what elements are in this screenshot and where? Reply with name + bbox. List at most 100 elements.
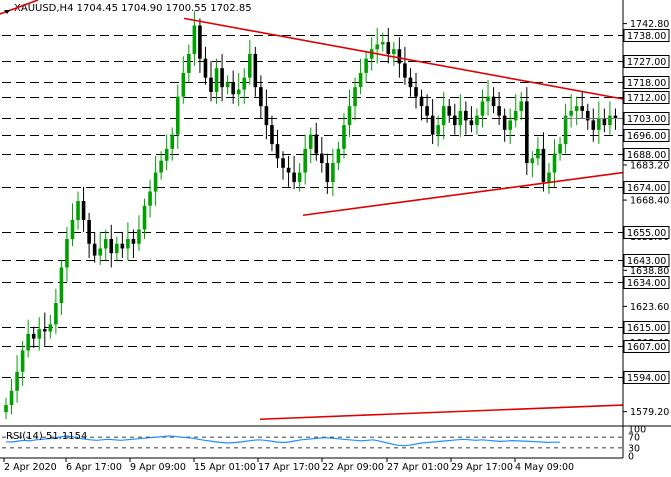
candle-body: [530, 158, 535, 164]
candle: [131, 229, 136, 258]
rsi-tick-label: 0: [628, 452, 634, 463]
candle: [486, 80, 490, 116]
candle-body: [558, 144, 562, 154]
candle: [386, 27, 391, 64]
candle: [65, 227, 69, 282]
candle-body: [519, 101, 524, 111]
candle-body: [414, 87, 418, 97]
level-label-text: 1594.00: [627, 373, 666, 384]
candle: [42, 312, 47, 346]
candle-body: [613, 115, 618, 118]
level-label-text: 1674.00: [627, 183, 666, 194]
candle-body: [65, 238, 69, 268]
candle-body: [214, 68, 219, 92]
candle: [281, 151, 285, 180]
level-label-text: 1738.00: [627, 31, 666, 42]
price-tick-label: 1638.80: [630, 266, 669, 277]
candle: [497, 91, 501, 126]
candle-body: [430, 115, 435, 135]
level-label: 1712.00: [623, 91, 670, 104]
level-label-text: 1727.00: [627, 57, 666, 68]
candle-body: [187, 53, 191, 73]
candle-body: [480, 101, 485, 116]
price-tick-label: 1683.20: [630, 160, 669, 171]
candle: [314, 122, 319, 161]
level-label-text: 1688.00: [627, 150, 666, 161]
candle-body: [375, 44, 380, 50]
level-label-box: [623, 91, 670, 104]
candle: [591, 108, 596, 142]
candle: [270, 115, 274, 152]
candle: [231, 70, 235, 104]
candle: [458, 94, 463, 137]
candle-body: [486, 96, 490, 102]
level-label-box: [623, 226, 670, 239]
candle-body: [314, 134, 319, 154]
candle-body: [491, 96, 496, 107]
time-tick-label: 22 Apr 09:00: [322, 462, 384, 473]
candle-body: [436, 125, 440, 135]
candle-body: [231, 82, 235, 95]
candle: [297, 163, 302, 192]
candle-body: [98, 248, 102, 256]
candle-body: [408, 77, 413, 88]
candle: [480, 89, 485, 128]
level-label: 1738.00: [623, 29, 670, 42]
level-label-box: [623, 181, 670, 194]
candle-body: [441, 106, 446, 126]
level-label-box: [623, 129, 670, 142]
candle-body: [264, 106, 269, 126]
candle: [170, 127, 175, 161]
candle-body: [253, 53, 258, 88]
candle-body: [31, 333, 36, 339]
candle-body: [458, 110, 463, 126]
candle: [76, 191, 80, 230]
candle: [336, 141, 341, 171]
chart-title: XAUUSD,H4 1704.45 1704.90 1700.55 1702.8…: [14, 3, 252, 14]
candle: [142, 198, 147, 239]
candle: [4, 397, 8, 420]
candle: [469, 106, 474, 133]
candle: [447, 99, 452, 123]
candle-body: [303, 148, 307, 173]
candle: [602, 108, 607, 133]
candle: [9, 378, 14, 415]
time-tick-label: 29 Apr 17:00: [451, 462, 513, 473]
candle: [569, 94, 573, 128]
candle: [148, 179, 152, 218]
candle: [48, 314, 53, 339]
candle: [175, 84, 180, 149]
candle-body: [126, 238, 130, 249]
level-label: 1643.00: [623, 254, 670, 267]
level-label-text: 1718.00: [627, 78, 666, 89]
candle: [436, 115, 440, 147]
candle-body: [508, 120, 512, 130]
candle-body: [76, 201, 80, 220]
level-label: 1703.00: [623, 112, 670, 125]
candle-body: [331, 163, 335, 183]
candle-body: [297, 172, 302, 183]
candle-body: [209, 77, 213, 92]
level-label: 1607.00: [623, 340, 670, 353]
candle-body: [325, 163, 330, 183]
candle: [153, 155, 158, 206]
candle-body: [26, 333, 30, 351]
candle-body: [308, 134, 313, 149]
candle: [502, 108, 507, 142]
candle-body: [270, 125, 274, 145]
candle: [580, 91, 585, 118]
candle: [597, 101, 601, 145]
candle-body: [547, 172, 551, 183]
candle-body: [103, 238, 108, 249]
candle-body: [175, 96, 180, 135]
candle-body: [597, 118, 601, 130]
candle: [541, 132, 546, 192]
candle: [536, 136, 540, 166]
level-label: 1727.00: [623, 55, 670, 68]
candle: [70, 203, 75, 247]
candle-body: [563, 115, 568, 145]
candle: [347, 89, 352, 137]
candle-body: [425, 106, 429, 116]
level-label: 1634.00: [623, 276, 670, 289]
